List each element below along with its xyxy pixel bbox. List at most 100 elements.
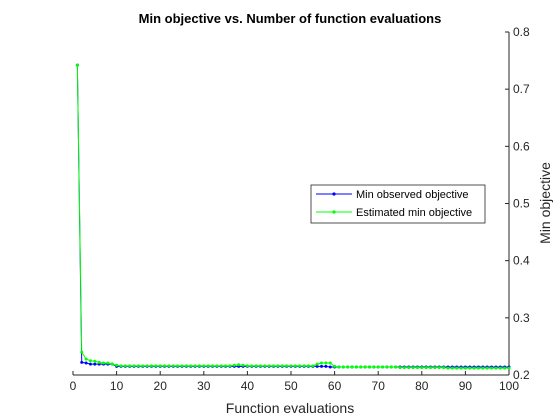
data-point	[320, 361, 324, 365]
data-point	[163, 364, 167, 368]
data-point	[407, 366, 411, 370]
data-point	[115, 363, 119, 367]
data-point	[354, 365, 358, 369]
x-tick-label: 10	[110, 379, 124, 393]
data-point	[498, 366, 502, 370]
data-point	[80, 350, 84, 354]
data-point	[276, 364, 280, 368]
data-point	[420, 366, 424, 370]
data-point	[463, 366, 467, 370]
data-point	[93, 359, 97, 363]
y-tick-label: 0.3	[513, 311, 530, 325]
data-point	[385, 365, 389, 369]
series-line	[76, 65, 509, 369]
data-point	[433, 366, 437, 370]
data-point	[328, 361, 332, 365]
data-point	[202, 364, 206, 368]
data-point	[468, 366, 472, 370]
x-tick-label: 90	[459, 379, 473, 393]
data-point	[350, 365, 354, 369]
x-tick-label: 80	[415, 379, 429, 393]
data-point	[424, 366, 428, 370]
x-tick-label: 70	[372, 379, 386, 393]
data-point	[84, 357, 88, 361]
data-point	[241, 363, 245, 367]
x-tick-label: 30	[197, 379, 211, 393]
data-point	[106, 361, 110, 365]
y-tick-label: 0.8	[513, 25, 530, 39]
y-tick-label: 0.7	[513, 82, 530, 96]
data-point	[455, 366, 459, 370]
y-tick-label: 0.6	[513, 139, 530, 153]
data-point	[389, 365, 393, 369]
data-point	[215, 364, 219, 368]
data-point	[136, 364, 140, 368]
data-point	[224, 364, 228, 368]
data-point	[102, 361, 106, 365]
y-ticks: 0.2 0.3 0.4 0.5 0.6 0.7 0.8	[505, 25, 530, 382]
data-point	[245, 364, 249, 368]
data-point	[450, 366, 454, 370]
data-point	[337, 365, 341, 369]
data-point	[154, 364, 158, 368]
data-point	[376, 365, 380, 369]
data-point	[472, 366, 476, 370]
data-point	[315, 362, 319, 366]
data-point	[415, 366, 419, 370]
data-point	[263, 364, 267, 368]
data-point	[476, 366, 480, 370]
x-tick-label: 100	[499, 379, 519, 393]
data-point	[381, 365, 385, 369]
data-point	[141, 364, 145, 368]
data-point	[341, 365, 345, 369]
data-point	[237, 363, 241, 367]
data-point	[346, 365, 350, 369]
data-point	[363, 365, 367, 369]
data-point	[97, 360, 101, 364]
data-point	[411, 366, 415, 370]
data-point	[267, 364, 271, 368]
data-point	[359, 365, 363, 369]
legend-box	[310, 184, 486, 224]
data-point	[145, 364, 149, 368]
y-axis-label: Min objective	[537, 162, 553, 244]
data-point	[328, 365, 332, 369]
data-point	[437, 366, 441, 370]
x-tick-label: 50	[284, 379, 298, 393]
legend-label-estimated-min: Estimated min objective	[356, 207, 472, 219]
data-point	[324, 364, 328, 368]
data-point	[285, 364, 289, 368]
series-estimated-min	[75, 63, 511, 370]
x-tick-label: 0	[70, 379, 77, 393]
data-point	[80, 360, 84, 364]
data-point	[197, 364, 201, 368]
data-point	[189, 364, 193, 368]
chart-title: Min objective vs. Number of function eva…	[139, 11, 442, 26]
legend-marker-estimated-min	[332, 210, 336, 214]
data-point	[293, 364, 297, 368]
data-point	[176, 364, 180, 368]
data-point	[289, 364, 293, 368]
y-tick-label: 0.4	[513, 254, 530, 268]
y-tick-label: 0.2	[513, 368, 530, 382]
series-line	[76, 65, 509, 368]
data-point	[394, 365, 398, 369]
data-point	[250, 364, 254, 368]
y-tick-label: 0.5	[513, 197, 530, 211]
data-point	[119, 364, 123, 368]
data-point	[503, 366, 507, 370]
data-point	[367, 365, 371, 369]
data-point	[158, 364, 162, 368]
data-point	[184, 364, 188, 368]
data-point	[481, 366, 485, 370]
x-tick-label: 40	[241, 379, 255, 393]
data-point	[193, 364, 197, 368]
data-point	[280, 364, 284, 368]
data-point	[88, 359, 92, 363]
data-point	[123, 364, 127, 368]
data-point	[429, 366, 433, 370]
data-point	[206, 364, 210, 368]
data-point	[302, 364, 306, 368]
data-point	[93, 362, 97, 366]
